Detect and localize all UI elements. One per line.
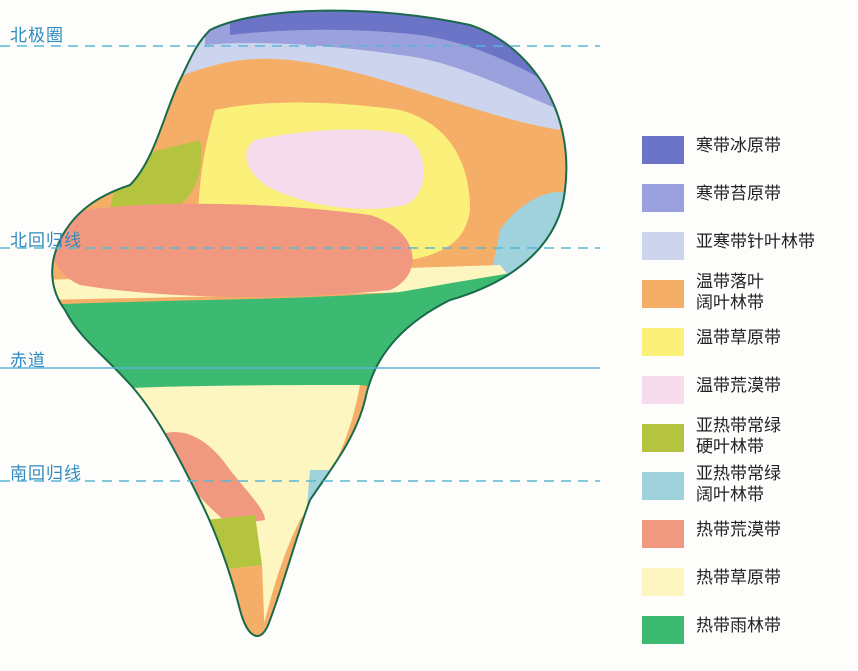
legend-swatch [642,136,684,164]
legend-label: 热带草原带 [696,568,781,588]
legend-item: 热带雨林带 [640,610,850,658]
legend-item: 温带落叶 阔叶林带 [640,272,850,322]
tropic-of-capricorn-label: 南回归线 [10,464,82,484]
legend-label: 亚寒带针叶林带 [696,232,815,252]
zone-temperate-desert [246,129,424,209]
legend-item: 寒带苔原带 [640,178,850,226]
legend-swatch [642,520,684,548]
legend-item: 亚热带常绿 阔叶林带 [640,464,850,514]
zone-subtropical-sclerophyll-south [205,515,262,570]
legend-swatch [642,376,684,404]
legend-item: 温带荒漠带 [640,370,850,418]
zone-tropical-desert-south [150,431,265,525]
legend-label: 温带荒漠带 [696,376,781,396]
legend-swatch [642,232,684,260]
legend-swatch [642,472,684,500]
zone-tropical-desert-north [52,203,413,297]
zone-temperate-deciduous-south [220,565,265,637]
legend-label: 亚热带常绿 阔叶林带 [696,464,781,505]
tropic-of-cancer-label: 北回归线 [10,231,82,251]
legend-item: 亚热带常绿 硬叶林带 [640,416,850,466]
legend-swatch [642,328,684,356]
legend-label: 温带草原带 [696,328,781,348]
legend-swatch [642,616,684,644]
legend-swatch [642,424,684,452]
legend-item: 热带草原带 [640,562,850,610]
legend-label: 热带雨林带 [696,616,781,636]
legend-label: 热带荒漠带 [696,520,781,540]
legend-item: 热带荒漠带 [640,514,850,562]
arctic-circle-label: 北极圈 [10,26,64,46]
zone-ice-cap [230,10,560,90]
legend-label: 寒带苔原带 [696,184,781,204]
legend: 寒带冰原带 寒带苔原带 亚寒带针叶林带 温带落叶 阔叶林带 温带草原带 温带荒漠带… [640,130,850,658]
legend-label: 寒带冰原带 [696,136,781,156]
legend-label: 温带落叶 阔叶林带 [696,272,764,313]
legend-item: 亚寒带针叶林带 [640,226,850,274]
legend-label: 亚热带常绿 硬叶林带 [696,416,781,457]
legend-swatch [642,568,684,596]
legend-item: 寒带冰原带 [640,130,850,178]
legend-swatch [642,280,684,308]
legend-swatch [642,184,684,212]
equator-label: 赤道 [10,351,46,371]
legend-item: 温带草原带 [640,322,850,370]
continent-outline [51,9,568,637]
